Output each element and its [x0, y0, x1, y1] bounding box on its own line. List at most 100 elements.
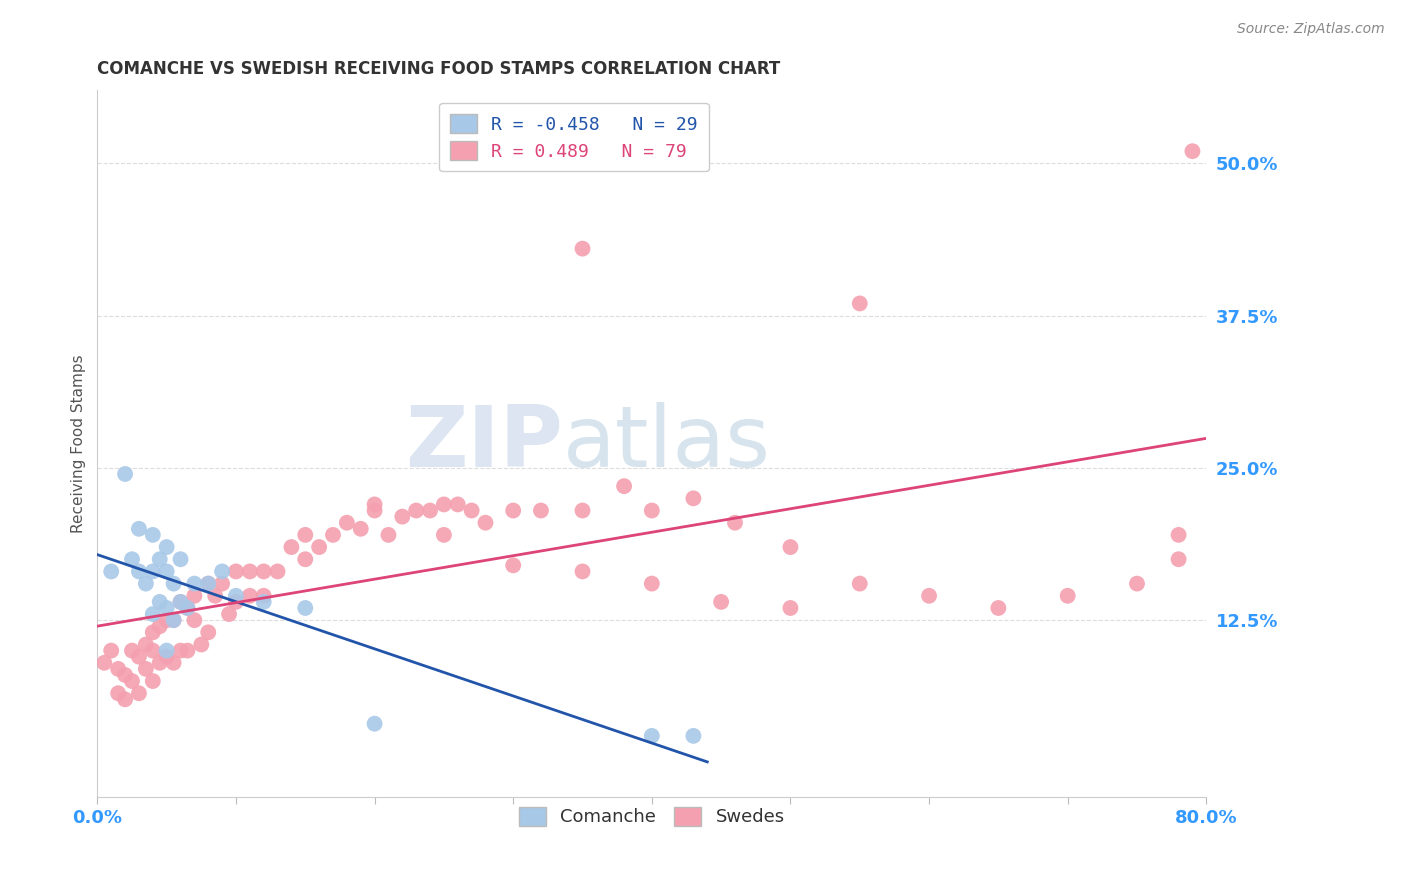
- Point: [169, 643, 191, 657]
- Point: [128, 649, 150, 664]
- Point: [710, 595, 733, 609]
- Point: [197, 625, 219, 640]
- Point: [218, 607, 240, 621]
- Point: [336, 516, 359, 530]
- Point: [128, 565, 150, 579]
- Point: [571, 242, 593, 256]
- Point: [350, 522, 373, 536]
- Point: [266, 565, 288, 579]
- Point: [433, 528, 456, 542]
- Point: [641, 503, 664, 517]
- Point: [502, 503, 524, 517]
- Point: [100, 643, 122, 657]
- Point: [377, 528, 399, 542]
- Point: [225, 565, 247, 579]
- Point: [142, 528, 165, 542]
- Text: ZIP: ZIP: [405, 402, 564, 485]
- Point: [100, 565, 122, 579]
- Point: [211, 565, 233, 579]
- Point: [183, 613, 205, 627]
- Point: [114, 467, 136, 481]
- Point: [176, 601, 198, 615]
- Point: [156, 649, 179, 664]
- Point: [162, 613, 184, 627]
- Point: [253, 595, 276, 609]
- Point: [779, 540, 801, 554]
- Point: [571, 503, 593, 517]
- Point: [253, 589, 276, 603]
- Point: [280, 540, 302, 554]
- Point: [156, 601, 179, 615]
- Point: [142, 607, 165, 621]
- Legend: Comanche, Swedes: Comanche, Swedes: [512, 800, 792, 834]
- Point: [114, 692, 136, 706]
- Point: [363, 503, 385, 517]
- Point: [239, 589, 262, 603]
- Point: [135, 662, 157, 676]
- Point: [204, 589, 226, 603]
- Point: [128, 686, 150, 700]
- Point: [571, 565, 593, 579]
- Point: [121, 674, 143, 689]
- Point: [142, 674, 165, 689]
- Point: [848, 296, 870, 310]
- Y-axis label: Receiving Food Stamps: Receiving Food Stamps: [72, 354, 86, 533]
- Point: [142, 565, 165, 579]
- Point: [183, 589, 205, 603]
- Point: [1056, 589, 1078, 603]
- Point: [114, 668, 136, 682]
- Text: Source: ZipAtlas.com: Source: ZipAtlas.com: [1237, 22, 1385, 37]
- Point: [107, 662, 129, 676]
- Point: [169, 595, 191, 609]
- Point: [128, 522, 150, 536]
- Point: [918, 589, 941, 603]
- Point: [169, 595, 191, 609]
- Point: [239, 565, 262, 579]
- Point: [682, 729, 704, 743]
- Point: [176, 643, 198, 657]
- Point: [391, 509, 413, 524]
- Point: [1181, 144, 1204, 158]
- Point: [162, 576, 184, 591]
- Point: [724, 516, 747, 530]
- Point: [176, 601, 198, 615]
- Point: [156, 540, 179, 554]
- Point: [294, 552, 316, 566]
- Point: [363, 716, 385, 731]
- Point: [142, 643, 165, 657]
- Point: [1167, 552, 1189, 566]
- Point: [641, 729, 664, 743]
- Point: [322, 528, 344, 542]
- Point: [197, 576, 219, 591]
- Point: [294, 601, 316, 615]
- Point: [156, 613, 179, 627]
- Point: [405, 503, 427, 517]
- Text: atlas: atlas: [564, 402, 770, 485]
- Point: [1167, 528, 1189, 542]
- Point: [162, 656, 184, 670]
- Text: COMANCHE VS SWEDISH RECEIVING FOOD STAMPS CORRELATION CHART: COMANCHE VS SWEDISH RECEIVING FOOD STAMP…: [97, 60, 780, 78]
- Point: [121, 643, 143, 657]
- Point: [433, 498, 456, 512]
- Point: [225, 595, 247, 609]
- Point: [135, 638, 157, 652]
- Point: [253, 565, 276, 579]
- Point: [363, 498, 385, 512]
- Point: [419, 503, 441, 517]
- Point: [183, 576, 205, 591]
- Point: [502, 558, 524, 573]
- Point: [149, 619, 172, 633]
- Point: [107, 686, 129, 700]
- Point: [460, 503, 482, 517]
- Point: [779, 601, 801, 615]
- Point: [169, 552, 191, 566]
- Point: [1126, 576, 1149, 591]
- Point: [93, 656, 115, 670]
- Point: [987, 601, 1010, 615]
- Point: [613, 479, 636, 493]
- Point: [682, 491, 704, 506]
- Point: [211, 576, 233, 591]
- Point: [294, 528, 316, 542]
- Point: [156, 565, 179, 579]
- Point: [225, 589, 247, 603]
